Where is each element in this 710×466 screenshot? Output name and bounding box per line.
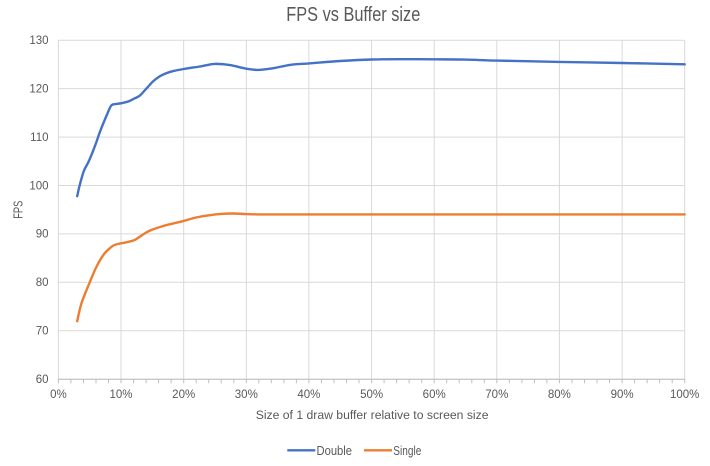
svg-text:90%: 90% xyxy=(611,389,634,401)
svg-text:120: 120 xyxy=(29,83,48,95)
svg-text:60: 60 xyxy=(36,374,49,386)
svg-text:90: 90 xyxy=(36,229,49,241)
svg-text:10%: 10% xyxy=(109,389,132,401)
svg-text:110: 110 xyxy=(30,132,48,144)
svg-text:FPS: FPS xyxy=(11,200,26,218)
svg-text:Size of 1 draw buffer relative: Size of 1 draw buffer relative to screen… xyxy=(256,408,489,422)
svg-text:30%: 30% xyxy=(235,389,258,401)
svg-text:FPS vs Buffer size: FPS vs Buffer size xyxy=(286,4,420,26)
svg-text:20%: 20% xyxy=(172,389,195,401)
svg-text:80%: 80% xyxy=(548,389,571,401)
svg-text:100: 100 xyxy=(29,180,48,192)
svg-text:0%: 0% xyxy=(50,389,67,401)
svg-text:50%: 50% xyxy=(360,389,383,401)
svg-text:70: 70 xyxy=(36,326,49,338)
svg-text:130: 130 xyxy=(29,35,48,47)
svg-text:Single: Single xyxy=(393,444,421,458)
svg-text:60%: 60% xyxy=(423,389,446,401)
svg-text:100%: 100% xyxy=(670,389,699,401)
svg-text:70%: 70% xyxy=(485,389,508,401)
svg-text:Double: Double xyxy=(317,444,353,458)
svg-text:80: 80 xyxy=(36,277,49,289)
svg-text:40%: 40% xyxy=(297,389,320,401)
